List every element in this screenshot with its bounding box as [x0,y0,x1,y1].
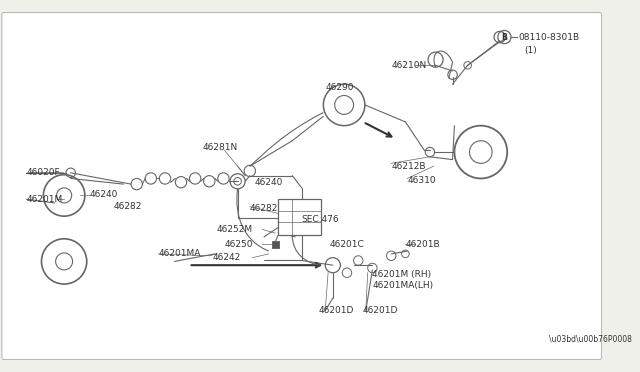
Text: 46201M (RH): 46201M (RH) [372,270,431,279]
Text: 46201D: 46201D [363,306,398,315]
Text: 46282: 46282 [250,204,278,213]
Text: 46201MA: 46201MA [158,249,201,259]
Text: \u03bd\u00b76P0008: \u03bd\u00b76P0008 [548,334,632,343]
Text: 46212B: 46212B [391,162,426,171]
Bar [271,241,279,248]
Text: 46252M: 46252M [217,225,253,234]
Text: 46201B: 46201B [405,240,440,249]
Text: 46310: 46310 [407,176,436,185]
Text: 46250: 46250 [225,240,253,249]
Text: 46240: 46240 [255,178,283,187]
Text: 46201M: 46201M [26,195,63,204]
FancyBboxPatch shape [2,13,602,359]
Text: 46201MA(LH): 46201MA(LH) [372,282,433,291]
Text: 46210N: 46210N [391,61,426,70]
Text: 46020F: 46020F [26,168,60,177]
Text: 46201D: 46201D [319,306,354,315]
Text: 46242: 46242 [212,253,241,262]
Text: 46281N: 46281N [203,143,238,152]
Text: (1): (1) [524,46,537,55]
Text: 46290: 46290 [325,83,354,93]
Text: 46282: 46282 [113,202,141,211]
Text: SEC.476: SEC.476 [301,215,339,224]
Text: 46201C: 46201C [330,240,365,249]
Text: 08110-8301B: 08110-8301B [518,32,580,42]
FancyBboxPatch shape [278,199,321,235]
Text: 46240: 46240 [90,190,118,199]
Text: B: B [502,32,508,42]
